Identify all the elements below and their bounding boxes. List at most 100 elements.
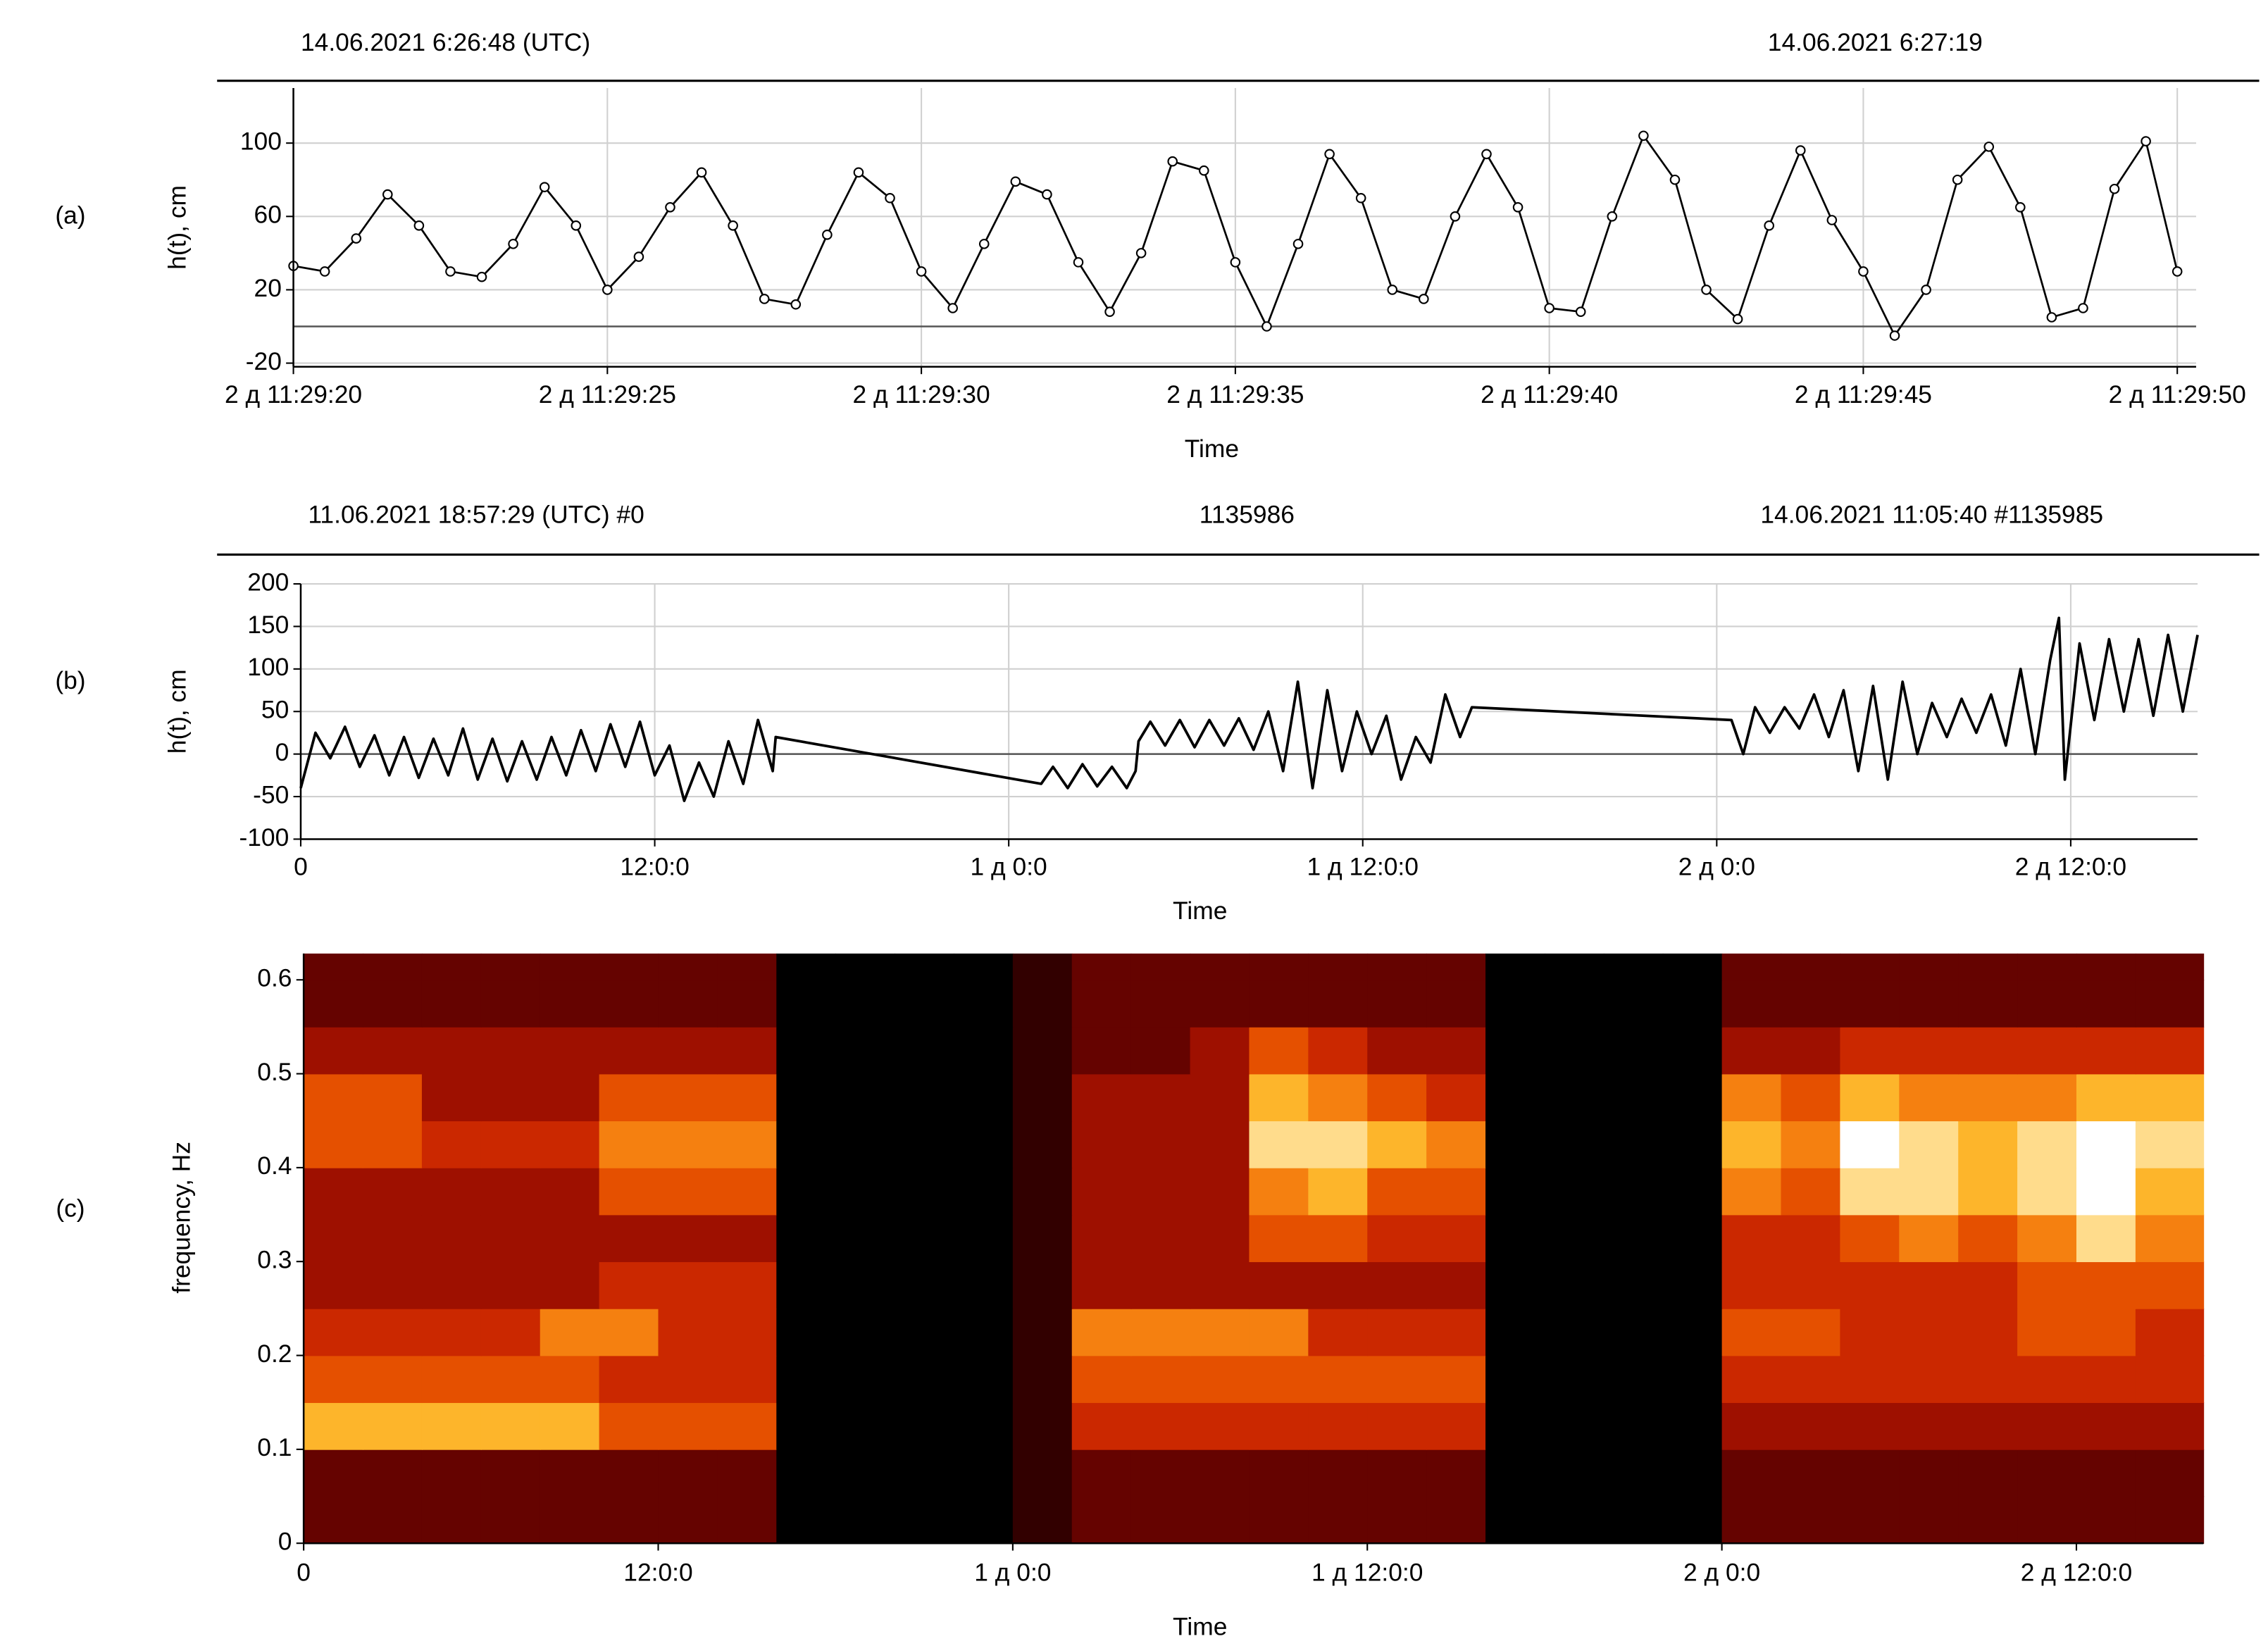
data-point: [1607, 211, 1618, 222]
heatmap-cell: [1426, 1308, 1486, 1356]
x-tick-label: 2 д 12:0:0: [2021, 1558, 2132, 1586]
header-left: 11.06.2021 18:57:29 (UTC) #0: [308, 501, 644, 529]
data-point: [1921, 285, 1931, 295]
heatmap-cell: [658, 1308, 718, 1356]
heatmap-cell: [1899, 1167, 1959, 1216]
heatmap-cell: [421, 953, 482, 981]
heatmap-cell: [895, 1026, 954, 1075]
heatmap-cell: [363, 1214, 423, 1263]
heatmap-cell: [658, 1073, 718, 1122]
y-tick-label: 0: [275, 738, 289, 766]
heatmap-cell: [363, 1026, 423, 1075]
heatmap-cell: [480, 1261, 541, 1309]
x-tick-label: 1 д 0:0: [974, 1558, 1051, 1586]
heatmap-cell: [953, 1496, 1014, 1545]
heatmap-cell: [895, 1167, 954, 1216]
heatmap-cell: [2076, 953, 2136, 981]
data-point: [1419, 294, 1429, 304]
data-point: [759, 294, 770, 304]
heatmap-cell: [2076, 1026, 2136, 1075]
heatmap-cell: [2135, 1214, 2205, 1263]
data-point: [633, 251, 644, 262]
y-tick-label: 100: [247, 653, 289, 681]
heatmap-cell: [1958, 1449, 2018, 1497]
heatmap-cell: [953, 1261, 1014, 1309]
heatmap-cell: [1130, 1214, 1191, 1263]
heatmap-cell: [835, 1167, 895, 1216]
data-point: [1261, 321, 1272, 332]
heatmap-cell: [1249, 1261, 1309, 1309]
heatmap-cell: [480, 1073, 541, 1122]
heatmap-cell: [1012, 1496, 1073, 1545]
heatmap-cell: [717, 1121, 778, 1168]
heatmap-cell: [1367, 1073, 1427, 1122]
y-tick-label: -20: [246, 347, 282, 375]
heatmap-cell: [540, 1261, 600, 1309]
panel-label: (c): [56, 1194, 85, 1223]
heatmap-cell: [1721, 1496, 1782, 1545]
x-tick-label: 2 д 11:29:50: [2109, 380, 2246, 408]
heatmap-cell: [1071, 1167, 1132, 1216]
heatmap-cell: [658, 1402, 718, 1450]
heatmap-cell: [1544, 980, 1605, 1028]
data-point: [1952, 174, 1963, 185]
header-center: 1135986: [1200, 501, 1295, 529]
heatmap-cell: [658, 980, 718, 1028]
data-point: [1450, 211, 1461, 222]
heatmap-cell: [1721, 1355, 1782, 1404]
heatmap-cell: [776, 980, 837, 1028]
heatmap-cell: [953, 1402, 1014, 1450]
heatmap-cell: [363, 1496, 423, 1545]
data-point: [1858, 266, 1869, 277]
heatmap-cell: [1012, 1073, 1073, 1122]
heatmap-cell: [1603, 1402, 1664, 1450]
heatmap-cell: [599, 1308, 659, 1356]
heatmap-cell: [480, 1496, 541, 1545]
heatmap-cell: [776, 1026, 837, 1075]
heatmap-cell: [1249, 1073, 1309, 1122]
heatmap-cell: [1367, 1496, 1427, 1545]
heatmap-cell: [1308, 1121, 1369, 1168]
heatmap-cell: [1426, 1214, 1486, 1263]
heatmap-cell: [1662, 1496, 1723, 1545]
heatmap-cell: [1485, 1073, 1545, 1122]
heatmap-cell: [1426, 1402, 1486, 1450]
x-tick-label: 1 д 0:0: [971, 852, 1047, 880]
data-point: [2172, 266, 2183, 277]
heatmap-cell: [540, 1167, 600, 1216]
heatmap-cell: [2017, 1026, 2077, 1075]
heatmap-cell: [835, 953, 895, 981]
heatmap-cell: [1840, 1355, 1900, 1404]
heatmap-cell: [1485, 1308, 1545, 1356]
heatmap-cell: [2017, 1121, 2077, 1168]
heatmap-cell: [1781, 1449, 1841, 1497]
heatmap-cell: [776, 1308, 837, 1356]
heatmap-cell: [2135, 953, 2205, 981]
heatmap-cell: [895, 1355, 954, 1404]
heatmap-cell: [1485, 1026, 1545, 1075]
heatmap-cell: [1781, 1402, 1841, 1450]
heatmap-cell: [835, 1496, 895, 1545]
heatmap-cell: [1367, 1449, 1427, 1497]
heatmap-cell: [1721, 1167, 1782, 1216]
data-point: [2046, 312, 2057, 323]
heatmap-cell: [363, 1355, 423, 1404]
heatmap-cell: [1958, 953, 2018, 981]
heatmap-cell: [895, 1121, 954, 1168]
heatmap-cell: [1190, 1026, 1250, 1075]
heatmap-cell: [1721, 1308, 1782, 1356]
data-point: [1638, 130, 1649, 142]
heatmap-cell: [1721, 1402, 1782, 1450]
heatmap-cell: [1249, 1121, 1309, 1168]
heatmap-cell: [1899, 980, 1959, 1028]
heatmap-cell: [1485, 953, 1545, 981]
heatmap-cell: [1308, 1167, 1369, 1216]
heatmap-cell: [953, 953, 1014, 981]
heatmap-cell: [1840, 1261, 1900, 1309]
heatmap-cell: [895, 1496, 954, 1545]
heatmap-cell: [1190, 980, 1250, 1028]
x-tick-label: 2 д 11:29:25: [539, 380, 676, 408]
heatmap-cell: [1071, 1261, 1132, 1309]
heatmap-cell: [1840, 1026, 1900, 1075]
heatmap-cell: [1012, 1214, 1073, 1263]
